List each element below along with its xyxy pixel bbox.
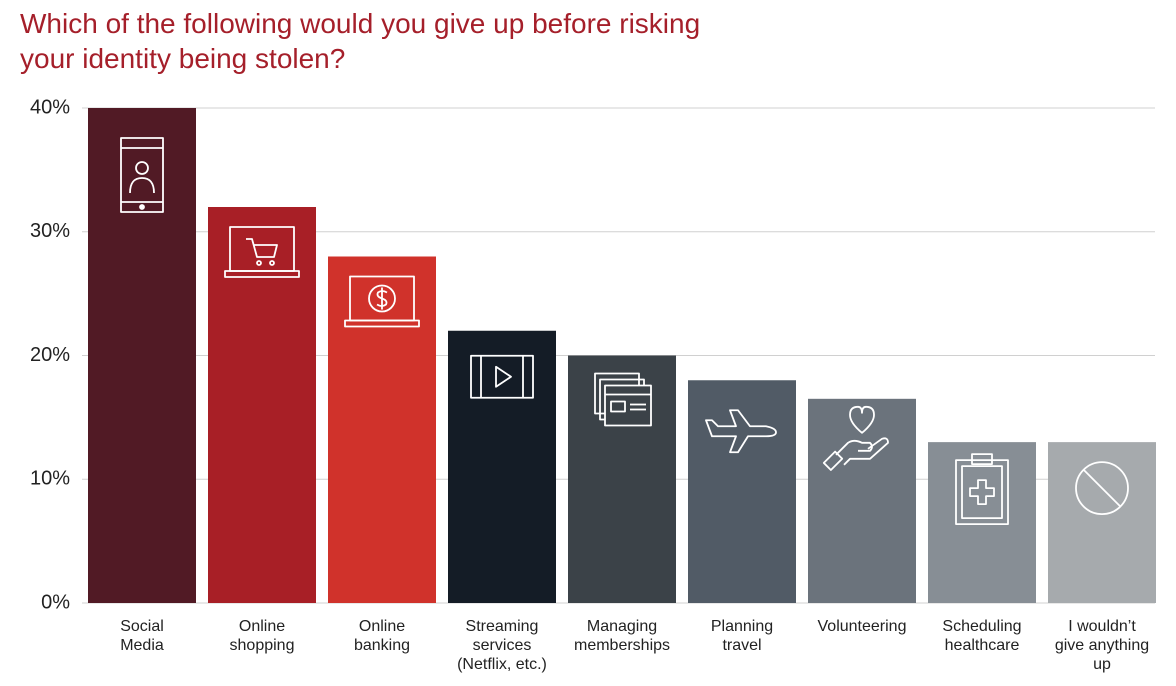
y-tick-label: 30% bbox=[30, 220, 70, 242]
icon-shape bbox=[224, 270, 300, 278]
icon-shape bbox=[604, 384, 652, 427]
y-tick-label: 40% bbox=[30, 96, 70, 118]
icon-shape bbox=[961, 465, 1003, 520]
x-tick-label: Online banking bbox=[353, 618, 411, 654]
icon-shape bbox=[495, 365, 512, 388]
bar-icon bbox=[594, 372, 652, 427]
bar bbox=[88, 108, 196, 603]
bar-icon bbox=[120, 137, 164, 213]
bar-icon bbox=[470, 354, 534, 399]
bar bbox=[448, 330, 556, 603]
y-tick-label: 0% bbox=[41, 591, 70, 613]
icon-shape bbox=[129, 177, 155, 194]
x-tick-label: Scheduling healthcare bbox=[942, 618, 1022, 654]
x-tick-label: Streaming services (Netflix, etc.) bbox=[457, 618, 547, 673]
icon-shape bbox=[705, 409, 777, 454]
bar-icon bbox=[955, 453, 1009, 526]
icon-shape bbox=[120, 137, 164, 213]
y-tick-label: 20% bbox=[30, 344, 70, 366]
icon-shape bbox=[344, 319, 420, 328]
icon-shape bbox=[135, 161, 149, 175]
bar bbox=[1048, 442, 1156, 603]
bar-icon bbox=[1075, 461, 1129, 516]
bar bbox=[688, 380, 796, 603]
x-tick-label: Planning travel bbox=[710, 618, 774, 654]
x-tick-label: Social Media bbox=[120, 618, 164, 654]
x-tick-label: Managing memberships bbox=[573, 618, 671, 654]
icon-shape bbox=[849, 405, 875, 434]
icon-shape bbox=[835, 437, 889, 466]
bar-icon bbox=[344, 275, 420, 328]
icon-shape bbox=[269, 260, 275, 266]
icon-shape bbox=[470, 354, 534, 399]
bar bbox=[208, 207, 316, 603]
bar bbox=[328, 256, 436, 603]
icon-shape bbox=[610, 400, 626, 413]
bar-icon bbox=[822, 405, 889, 471]
icon-shape bbox=[971, 453, 993, 466]
bar bbox=[928, 442, 1036, 603]
icon-shape bbox=[256, 260, 262, 266]
x-tick-label: I wouldn’t give anything up bbox=[1054, 618, 1150, 673]
bar-icon bbox=[224, 226, 300, 278]
icon-shape bbox=[969, 479, 995, 506]
x-tick-label: Online shopping bbox=[229, 618, 295, 654]
icon-shape bbox=[1083, 469, 1121, 507]
bar bbox=[808, 398, 916, 603]
icon-shape bbox=[955, 459, 1009, 526]
icon-shape bbox=[139, 204, 145, 210]
chart-title: Which of the following would you give up… bbox=[20, 8, 701, 74]
x-tick-label: Volunteering bbox=[817, 618, 907, 635]
icon-shape bbox=[368, 284, 396, 313]
y-tick-label: 10% bbox=[30, 468, 70, 490]
bar-icon bbox=[705, 409, 777, 454]
icon-shape bbox=[246, 238, 278, 258]
icon-shape bbox=[1075, 461, 1129, 516]
icon-shape bbox=[822, 450, 844, 471]
